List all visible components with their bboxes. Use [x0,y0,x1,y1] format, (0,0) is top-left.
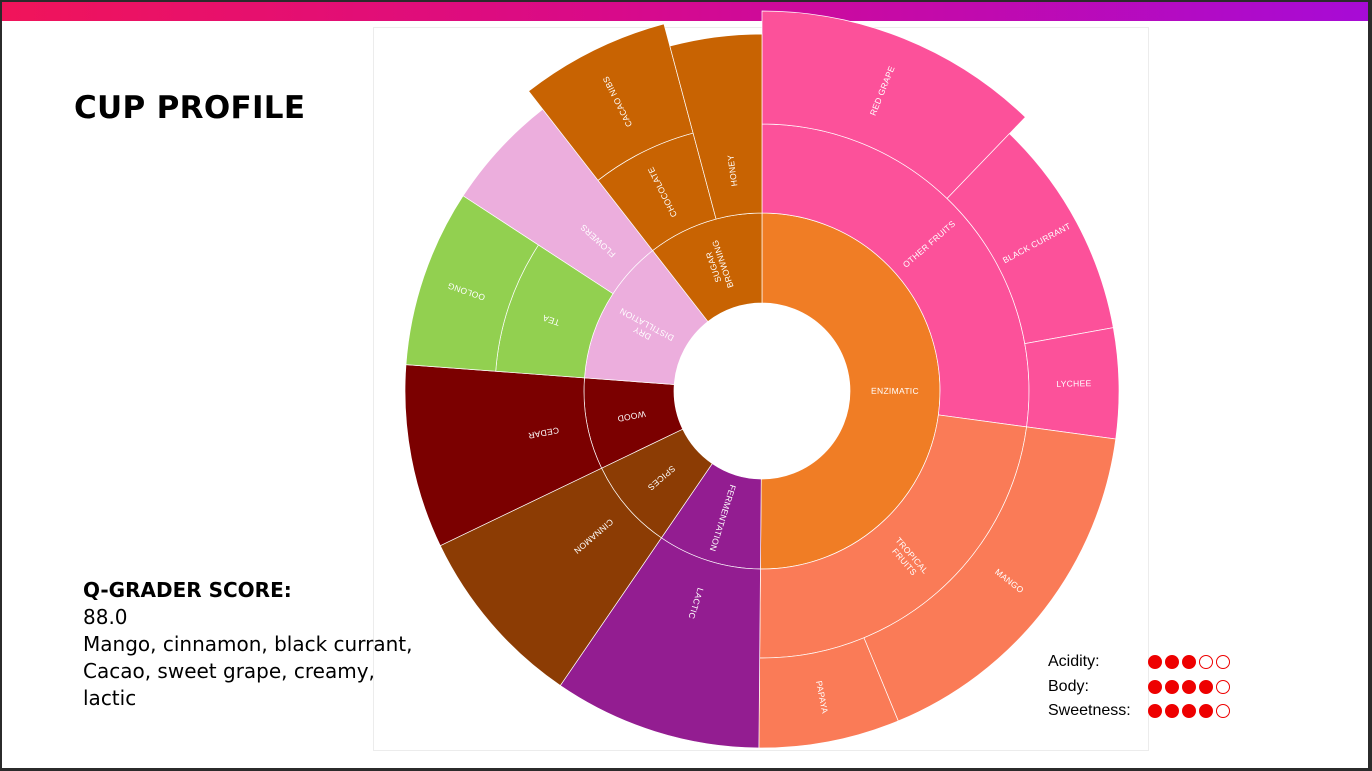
score-value: 88.0 [83,605,128,629]
rating-dot-filled [1148,655,1162,670]
attribute-ratings: Acidity: Body: Sweetness: [1048,650,1230,724]
tasting-notes-line: Cacao, sweet grape, creamy, [83,659,375,683]
rating-dot-filled [1148,704,1162,719]
sunburst-segment-cacao-nibs [528,23,694,181]
rating-dot-filled [1182,679,1196,694]
attribute-label: Body: [1048,677,1089,695]
attribute-row: Sweetness: [1048,699,1230,724]
rating-dot-filled [1199,704,1213,719]
score-block: Q-GRADER SCORE: 88.0 Mango, cinnamon, bl… [83,577,483,712]
rating-dot-filled [1165,679,1179,694]
rating-dot-filled [1182,704,1196,719]
rating-dot-filled [1148,679,1162,694]
rating-dot-filled [1165,655,1179,670]
rating-dot-filled [1182,655,1196,670]
attribute-label: Sweetness: [1048,702,1131,720]
sunburst-segment-red-grape [761,10,1026,200]
sunburst-label-enzimatic: ENZIMATIC [871,386,919,396]
tasting-notes-line: Mango, cinnamon, black currant, [83,632,413,656]
rating-dot-empty [1216,679,1230,694]
sunburst-label-honey: HONEY [725,154,739,187]
rating-dot-empty [1216,704,1230,719]
page-title: CUP PROFILE [74,90,306,126]
attribute-row: Acidity: [1048,650,1230,675]
score-heading: Q-GRADER SCORE: [83,578,292,602]
sunburst-label-lychee: LYCHEE [1056,378,1091,389]
top-gradient-bar [2,2,1368,21]
attribute-label: Acidity: [1048,653,1100,671]
tasting-notes-line: lactic [83,686,137,710]
rating-dots [1148,655,1230,670]
rating-dot-empty [1216,655,1230,670]
chart-frame [373,27,1149,751]
rating-dot-filled [1199,679,1213,694]
rating-dots [1148,704,1230,719]
attribute-row: Body: [1048,675,1230,700]
rating-dots [1148,679,1230,694]
sunburst-segment-honey [669,33,763,220]
rating-dot-filled [1165,704,1179,719]
rating-dot-empty [1199,655,1213,670]
